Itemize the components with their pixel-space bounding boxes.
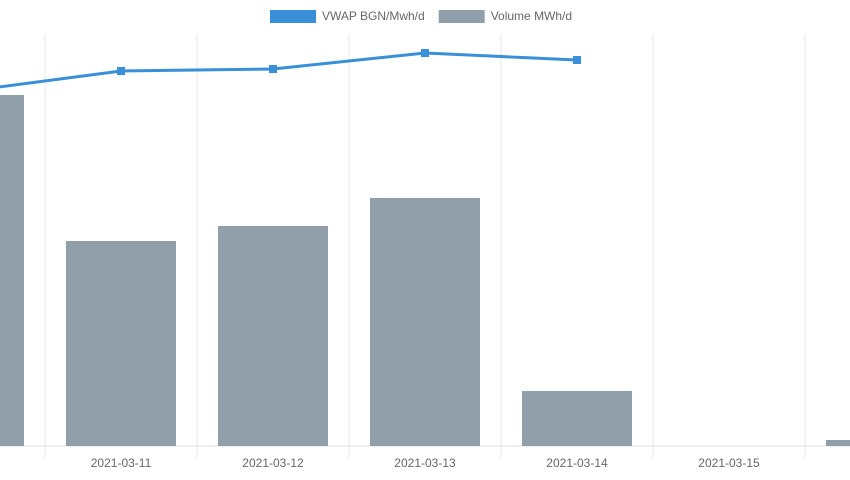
x-tick-label: 2021-03-12 xyxy=(242,456,304,470)
bar xyxy=(826,440,850,446)
x-tick-label: 2021-03-14 xyxy=(546,456,608,470)
x-tick-label: 2021-03-11 xyxy=(91,456,152,470)
x-tick-label: 2021-03-13 xyxy=(394,456,456,470)
line-marker xyxy=(269,65,277,73)
line xyxy=(0,51,578,89)
bar xyxy=(370,198,480,446)
legend-label: VWAP BGN/Mwh/d xyxy=(322,9,425,23)
line-marker xyxy=(117,67,125,75)
bar xyxy=(66,241,176,446)
bar xyxy=(522,391,632,446)
bar xyxy=(218,226,328,446)
legend-swatch xyxy=(438,10,485,23)
x-tick-label: 2021-03-15 xyxy=(698,456,760,470)
line-marker xyxy=(421,49,429,57)
legend-label: Volume MWh/d xyxy=(491,9,572,23)
line-marker xyxy=(573,56,581,64)
bar xyxy=(0,95,24,446)
legend-swatch xyxy=(270,10,316,23)
